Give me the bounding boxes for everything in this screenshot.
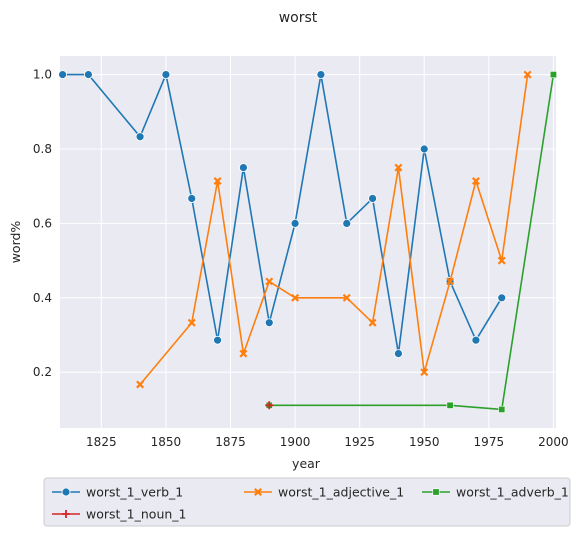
data-point [343, 219, 351, 227]
data-point [394, 350, 402, 358]
data-point [447, 402, 453, 408]
legend-entry: worst_1_verb_1 [86, 485, 183, 500]
legend: worst_1_verb_1 worst_1_adjective_1 worst_1… [44, 478, 570, 526]
data-point [84, 71, 92, 79]
legend-entry: worst_1_adjective_1 [278, 485, 404, 500]
chart-title: worst [279, 10, 318, 26]
data-point [420, 145, 428, 153]
legend-marker [433, 489, 439, 495]
legend-entry: worst_1_adverb_1 [456, 485, 569, 500]
data-point [136, 133, 144, 141]
x-ticks: 1825 1850 1875 1900 1925 1950 1975 2000 [86, 435, 569, 449]
y-ticks: 0.2 0.4 0.6 0.8 1.0 [33, 68, 52, 380]
data-point [291, 219, 299, 227]
data-point [59, 71, 67, 79]
data-point [499, 406, 505, 412]
x-tick-label: 1950 [409, 435, 440, 449]
data-point [472, 336, 480, 344]
x-tick-label: 1875 [215, 435, 246, 449]
x-tick-label: 1825 [86, 435, 117, 449]
legend-marker [62, 488, 70, 496]
legend-entry: worst_1_noun_1 [86, 507, 187, 522]
x-tick-label: 2000 [538, 435, 569, 449]
data-point [369, 194, 377, 202]
y-tick-label: 0.8 [33, 142, 52, 156]
y-tick-label: 0.4 [33, 291, 52, 305]
data-point [265, 319, 273, 327]
x-tick-label: 1975 [474, 435, 505, 449]
data-point [162, 71, 170, 79]
x-tick-label: 1900 [280, 435, 311, 449]
y-axis-label: word% [8, 221, 23, 264]
x-axis-label: year [292, 456, 321, 471]
y-tick-label: 0.6 [33, 216, 52, 230]
data-point [214, 336, 222, 344]
data-point [317, 71, 325, 79]
data-point [188, 194, 196, 202]
data-point [239, 164, 247, 172]
x-tick-label: 1850 [151, 435, 182, 449]
data-point [550, 71, 556, 77]
data-point [498, 294, 506, 302]
y-tick-label: 0.2 [33, 365, 52, 379]
y-tick-label: 1.0 [33, 68, 52, 82]
x-tick-label: 1925 [344, 435, 375, 449]
